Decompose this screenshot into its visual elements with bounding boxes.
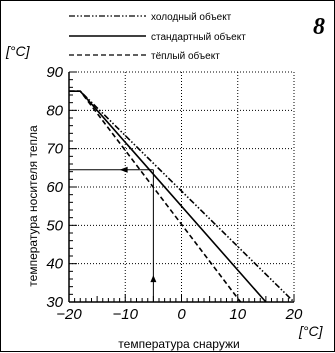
- y-tick-label: 40: [46, 256, 63, 273]
- axes: [68, 71, 295, 303]
- figure-number: 8: [313, 14, 325, 40]
- y-tick-label: 80: [46, 102, 63, 119]
- y-tick-label: 90: [46, 64, 63, 81]
- legend-label-standard: стандартный объект: [151, 31, 246, 43]
- x-unit-label: [°C]: [298, 323, 324, 339]
- legend-label-warm: тёплый объект: [151, 50, 220, 62]
- legend: холодный объект стандартный объект тёплы…: [69, 11, 246, 62]
- tick-labels: −20 −10 0 10 20 30 40 50 60 70 80 90: [46, 64, 303, 323]
- x-tick-label: 10: [229, 306, 246, 323]
- series-lines: [69, 90, 295, 303]
- x-tick-label: 20: [285, 306, 303, 323]
- arrowhead-left: [119, 166, 128, 173]
- y-tick-label: 70: [46, 141, 63, 158]
- y-axis-label: температура носителя тепла: [26, 125, 40, 287]
- y-tick-label: 60: [46, 179, 63, 196]
- y-unit-label: [°C]: [5, 43, 31, 59]
- y-tick-label: 30: [46, 294, 63, 311]
- y-tick-label: 50: [46, 217, 63, 234]
- legend-label-cold: холодный объект: [151, 11, 232, 23]
- example-arrows: [69, 166, 157, 302]
- series-line-warm: [69, 90, 242, 303]
- x-tick-label: 0: [177, 306, 186, 323]
- arrowhead-up: [150, 275, 157, 283]
- x-axis-label: температура снаружи: [118, 337, 239, 351]
- x-tick-label: −20: [56, 306, 82, 323]
- grid: [69, 71, 295, 302]
- series-line-standard: [69, 90, 267, 303]
- x-tick-label: −10: [113, 306, 139, 323]
